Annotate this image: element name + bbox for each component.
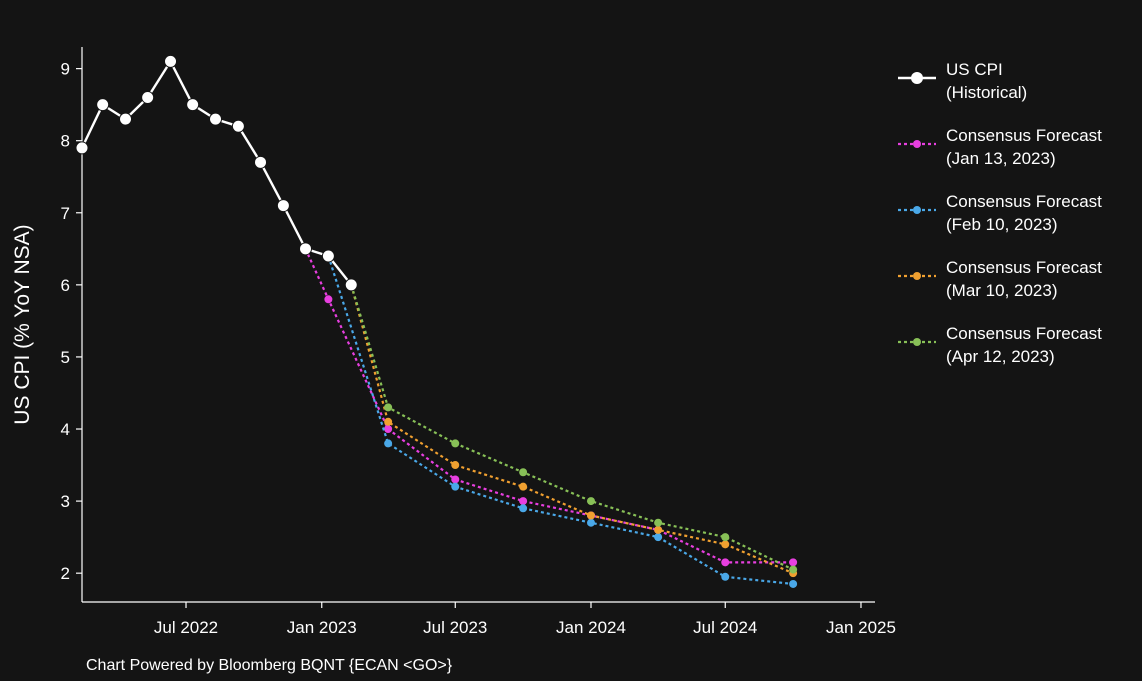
legend: US CPI (Historical) Consensus Forecast (Jan… [898,60,1102,366]
y-tick-label-3: 3 [61,492,70,511]
legend-label-3-0: Consensus Forecast [946,258,1102,277]
series-2-point-5 [654,533,663,542]
footer-credit: Chart Powered by Bloomberg BQNT {ECAN <G… [86,657,453,674]
x-tick-label-3: Jan 2024 [556,618,626,637]
legend-swatch-marker-0 [911,72,923,84]
x-tick-label-5: Jan 2025 [826,618,896,637]
series-2-point-4 [586,518,595,527]
series-0-point-11 [321,249,335,263]
series-1-point-8 [789,558,798,567]
series-4-point-4 [586,497,595,506]
series-1-point-2 [384,425,393,434]
y-tick-label-2: 2 [61,564,70,583]
legend-item-2: Consensus Forecast (Feb 10, 2023) [898,192,1102,234]
series-1-point-4 [519,497,528,506]
series-1-point-3 [451,475,460,484]
series-0-point-1 [96,98,110,112]
y-tick-label-6: 6 [61,276,70,295]
legend-swatch-marker-3 [913,272,921,280]
legend-label-0-1: (Historical) [946,83,1027,102]
legend-item-1: Consensus Forecast (Jan 13, 2023) [898,126,1102,168]
y-axis-title: US CPI (% YoY NSA) [11,224,34,424]
series-1 [304,248,798,567]
y-tick-label-8: 8 [61,132,70,151]
series-3-point-1 [384,417,393,426]
series-3-point-4 [586,511,595,520]
series-4-point-7 [789,565,798,574]
legend-label-1-1: (Jan 13, 2023) [946,149,1056,168]
legend-label-4-0: Consensus Forecast [946,324,1102,343]
series-0-point-2 [119,112,133,126]
series-0 [75,54,358,292]
legend-label-0-0: US CPI [946,60,1003,79]
series-3-point-5 [654,525,663,534]
series-2-point-7 [789,579,798,588]
legend-swatch-marker-2 [913,206,921,214]
legend-label-1-0: Consensus Forecast [946,126,1102,145]
series-3-point-6 [721,540,730,549]
series-3 [350,284,798,578]
legend-item-3: Consensus Forecast (Mar 10, 2023) [898,258,1102,300]
series-4-point-1 [384,403,393,412]
series-2 [327,255,798,588]
x-tick-label-1: Jan 2023 [287,618,357,637]
series-0-point-4 [164,54,178,68]
y-tick-label-9: 9 [61,60,70,79]
series-0-point-9 [276,199,290,213]
x-tick-label-0: Jul 2022 [154,618,218,637]
series-0-point-7 [231,119,245,133]
series-2-point-6 [721,572,730,581]
series-0-point-0 [75,141,89,155]
legend-label-4-1: (Apr 12, 2023) [946,347,1055,366]
legend-item-0: US CPI (Historical) [898,60,1027,102]
series-0-point-12 [344,278,358,292]
series-0-point-10 [299,242,313,256]
legend-label-3-1: (Mar 10, 2023) [946,281,1058,300]
series-3-point-3 [519,482,528,491]
series-3-point-2 [451,461,460,470]
axes: 2 3 4 5 6 7 8 9 Jul 2022 Jan 2023 Jul 2023 Jan 2024… [11,47,896,637]
series-layer [75,54,798,588]
series-4-point-3 [519,468,528,477]
legend-label-2-1: (Feb 10, 2023) [946,215,1058,234]
series-2-point-3 [519,504,528,513]
series-0-point-5 [186,98,200,112]
series-4-point-2 [451,439,460,448]
series-line-1 [304,248,794,564]
legend-item-4: Consensus Forecast (Apr 12, 2023) [898,324,1102,366]
y-tick-label-5: 5 [61,348,70,367]
series-2-point-1 [384,439,393,448]
series-0-point-8 [254,155,268,169]
legend-swatch-marker-1 [913,140,921,148]
series-1-point-7 [721,558,730,567]
series-4-point-6 [721,533,730,542]
x-tick-label-4: Jul 2024 [693,618,757,637]
y-tick-label-7: 7 [61,204,70,223]
y-tick-label-4: 4 [61,420,70,439]
series-2-point-2 [451,482,460,491]
legend-swatch-marker-4 [913,338,921,346]
series-0-point-6 [209,112,223,126]
series-line-3 [350,284,794,575]
series-0-point-3 [141,90,155,104]
x-tick-label-2: Jul 2023 [423,618,487,637]
series-1-point-1 [324,295,333,304]
series-line-2 [327,255,794,586]
series-4 [350,284,798,574]
series-line-4 [350,284,794,571]
series-4-point-5 [654,518,663,527]
legend-label-2-0: Consensus Forecast [946,192,1102,211]
